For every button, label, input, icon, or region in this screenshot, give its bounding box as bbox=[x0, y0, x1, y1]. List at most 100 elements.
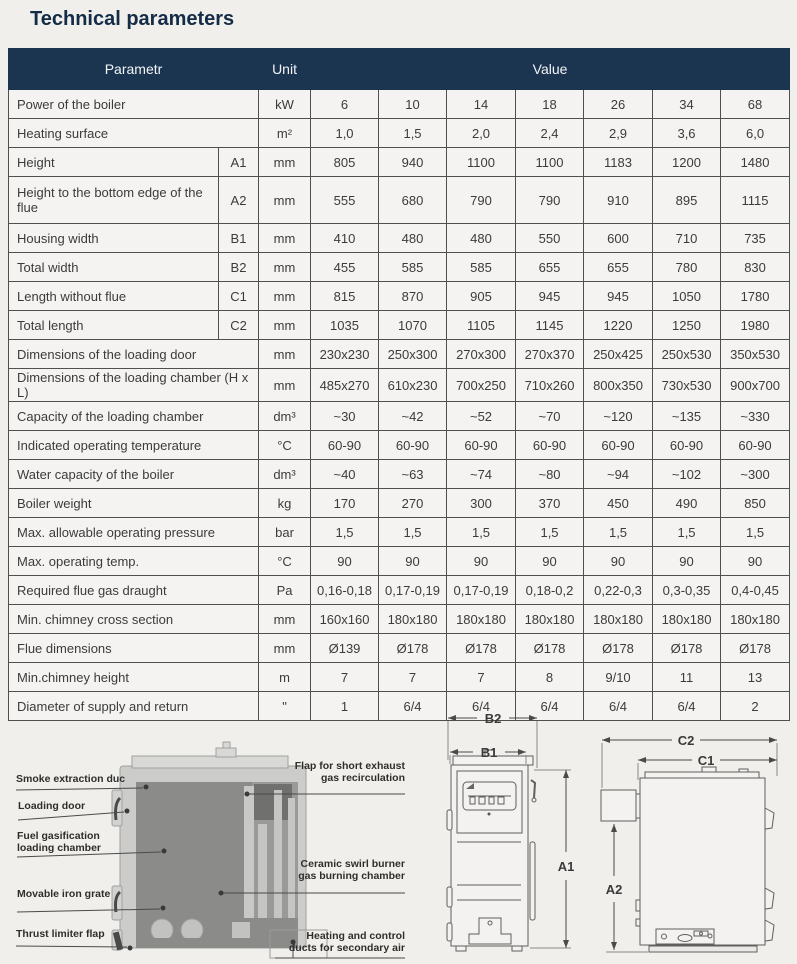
callout-leader-lines bbox=[15, 787, 405, 959]
dim-label-b2: B2 bbox=[485, 711, 502, 726]
col-header-value: Value bbox=[310, 48, 791, 90]
dim-label-b1: B1 bbox=[481, 745, 498, 760]
param-label: Min.chimney height bbox=[7, 662, 260, 692]
value-cell: 180x180 bbox=[652, 604, 722, 634]
value-cell: 6/4 bbox=[378, 691, 448, 721]
col-header-parametr: Parametr bbox=[7, 48, 260, 90]
value-cell: 480 bbox=[446, 223, 517, 253]
value-cell: 780 bbox=[652, 252, 722, 282]
param-label: Capacity of the loading chamber bbox=[7, 401, 260, 431]
value-cell: ~30 bbox=[310, 401, 380, 431]
param-label: Height bbox=[8, 147, 219, 177]
value-cell: ~74 bbox=[446, 459, 517, 489]
front-view-dimensions: B2 B1 A1 bbox=[447, 711, 574, 949]
value-cell: 870 bbox=[378, 281, 448, 311]
value-cell: 60-90 bbox=[310, 430, 380, 460]
value-cell: 895 bbox=[652, 176, 722, 224]
value-cell: 230x230 bbox=[310, 339, 380, 369]
value-cell: 180x180 bbox=[378, 604, 448, 634]
value-cell: 250x425 bbox=[583, 339, 654, 369]
value-cell: 550 bbox=[515, 223, 585, 253]
value-cell: 90 bbox=[652, 546, 722, 576]
param-label: Max. operating temp. bbox=[7, 546, 260, 576]
callout-loading-door: Loading door bbox=[18, 800, 86, 812]
value-cell: ~330 bbox=[720, 401, 791, 431]
unit-cell: °C bbox=[258, 546, 312, 576]
unit-cell: mm bbox=[258, 252, 312, 282]
value-cell: 585 bbox=[378, 252, 448, 282]
value-cell: 1,5 bbox=[515, 517, 585, 547]
param-label: Height to the bottom edge of the flue bbox=[8, 176, 219, 224]
table-row: Dimensions of the loading chamber (H x L… bbox=[7, 368, 791, 402]
value-cell: ~135 bbox=[652, 401, 722, 431]
value-cell: 60-90 bbox=[378, 430, 448, 460]
param-label: Dimensions of the loading chamber (H x L… bbox=[7, 368, 260, 402]
technical-parameters-table: Parametr Unit Value Power of the boiler k… bbox=[7, 48, 791, 721]
unit-cell: m bbox=[258, 662, 312, 692]
param-label: Water capacity of the boiler bbox=[7, 459, 260, 489]
value-cell: 1250 bbox=[652, 310, 722, 340]
unit-cell: mm bbox=[258, 281, 312, 311]
value-cell: 800x350 bbox=[583, 368, 654, 402]
value-cell: 14 bbox=[446, 89, 517, 119]
value-cell: 1480 bbox=[720, 147, 791, 177]
param-label: Total length bbox=[8, 310, 219, 340]
value-cell: 790 bbox=[515, 176, 585, 224]
value-cell: 655 bbox=[583, 252, 654, 282]
value-cell: 180x180 bbox=[446, 604, 517, 634]
unit-cell: dm³ bbox=[258, 459, 312, 489]
value-cell: 10 bbox=[378, 89, 448, 119]
unit-cell: " bbox=[258, 691, 312, 721]
value-cell: 1105 bbox=[446, 310, 517, 340]
table-row: Required flue gas draught Pa 0,16-0,18 0,17… bbox=[7, 575, 791, 605]
value-cell: 1,5 bbox=[583, 517, 654, 547]
value-cell: 250x530 bbox=[652, 339, 722, 369]
col-header-unit: Unit bbox=[258, 48, 312, 90]
param-sublabel: A2 bbox=[217, 176, 260, 224]
value-cell: Ø139 bbox=[310, 633, 380, 663]
boiler-diagram-section: Boiler diagram Smoke extraction duc Load… bbox=[0, 690, 797, 964]
value-cell: 270x300 bbox=[446, 339, 517, 369]
value-cell: Ø178 bbox=[583, 633, 654, 663]
unit-cell: °C bbox=[258, 430, 312, 460]
table-row: Total width B2 mm 455 585 585 655 655 780 830 bbox=[8, 252, 791, 282]
value-cell: 60-90 bbox=[583, 430, 654, 460]
value-cell: 1100 bbox=[515, 147, 585, 177]
value-cell: ~94 bbox=[583, 459, 654, 489]
value-cell: ~70 bbox=[515, 401, 585, 431]
value-cell: 6/4 bbox=[583, 691, 654, 721]
value-cell: 1,0 bbox=[310, 118, 380, 148]
table-row: Heating surface m² 1,0 1,5 2,0 2,4 2,9 3,6 6,0 bbox=[7, 118, 791, 148]
value-cell: 815 bbox=[310, 281, 380, 311]
table-row: Capacity of the loading chamber dm³ ~30 ~42… bbox=[7, 401, 791, 431]
param-label: Total width bbox=[8, 252, 219, 282]
value-cell: 555 bbox=[310, 176, 380, 224]
value-cell: 6 bbox=[310, 89, 380, 119]
table-row: Water capacity of the boiler dm³ ~40 ~63 ~74… bbox=[7, 459, 791, 489]
param-label: Diameter of supply and return bbox=[7, 691, 260, 721]
callout-smoke-extraction-duct: Smoke extraction duc bbox=[16, 773, 126, 785]
value-cell: 735 bbox=[720, 223, 791, 253]
value-cell: 940 bbox=[378, 147, 448, 177]
value-cell: 585 bbox=[446, 252, 517, 282]
value-cell: 1035 bbox=[310, 310, 380, 340]
table-row: Flue dimensions mm Ø139 Ø178 Ø178 Ø178 Ø178 Ø17… bbox=[7, 633, 791, 663]
value-cell: 0,17-0,19 bbox=[446, 575, 517, 605]
value-cell: 1,5 bbox=[720, 517, 791, 547]
callout-heating-control-ducts: Heating and control ducts for secondary … bbox=[288, 930, 405, 955]
value-cell: 7 bbox=[310, 662, 380, 692]
table-row: Total length C2 mm 1035 1070 1105 1145 1220 1250… bbox=[8, 310, 791, 340]
value-cell: 6/4 bbox=[652, 691, 722, 721]
value-cell: 8 bbox=[515, 662, 585, 692]
param-label: Housing width bbox=[8, 223, 219, 253]
value-cell: 790 bbox=[446, 176, 517, 224]
callout-ceramic-swirl-burner: Ceramic swirl burner gas burning chamber bbox=[298, 858, 405, 883]
value-cell: 850 bbox=[720, 488, 791, 518]
value-cell: 0,18-0,2 bbox=[515, 575, 585, 605]
value-cell: 710 bbox=[652, 223, 722, 253]
value-cell: 13 bbox=[720, 662, 791, 692]
unit-cell: dm³ bbox=[258, 401, 312, 431]
value-cell: 2,9 bbox=[583, 118, 654, 148]
value-cell: 90 bbox=[515, 546, 585, 576]
param-label: Indicated operating temperature bbox=[7, 430, 260, 460]
